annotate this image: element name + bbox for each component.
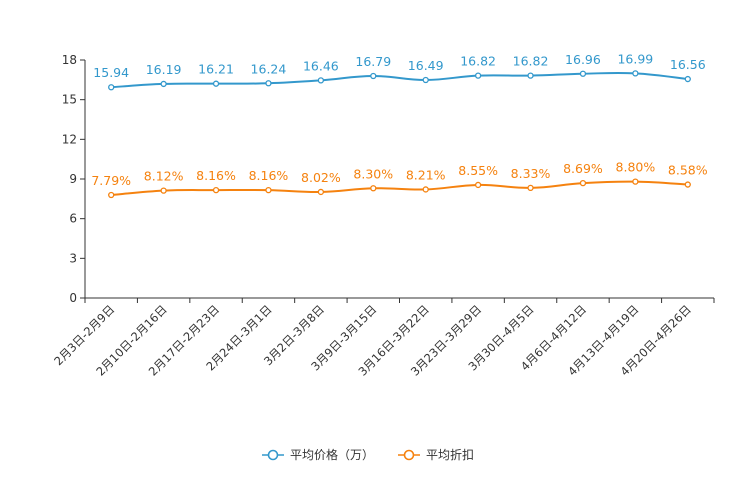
data-label: 16.21 — [198, 62, 234, 77]
data-point[interactable] — [422, 186, 429, 193]
legend-marker-icon — [267, 449, 279, 461]
legend-label: 平均折扣 — [426, 447, 474, 462]
data-point[interactable] — [108, 191, 115, 199]
data-point[interactable] — [317, 188, 325, 196]
data-label: 8.02% — [301, 170, 341, 185]
data-label: 16.82 — [460, 54, 496, 69]
series-line — [111, 71, 688, 89]
data-label: 15.94 — [93, 65, 129, 80]
axes: 03691215182月3日-2月9日2月10日-2月16日2月17日-2月23… — [51, 53, 715, 379]
legend-marker-icon — [403, 449, 415, 461]
data-label: 8.16% — [196, 168, 236, 183]
data-point[interactable] — [632, 178, 639, 185]
data-label: 8.30% — [353, 166, 393, 181]
y-tick-label: 15 — [62, 93, 77, 107]
data-label: 8.12% — [144, 169, 184, 184]
data-point[interactable] — [474, 181, 482, 189]
data-label: 16.79 — [355, 54, 391, 69]
data-label: 16.99 — [617, 51, 653, 66]
data-point[interactable] — [684, 181, 691, 188]
data-point[interactable] — [579, 179, 587, 187]
data-point[interactable] — [632, 70, 639, 77]
data-label: 7.79% — [91, 173, 131, 188]
data-point[interactable] — [370, 72, 377, 80]
data-label: 16.24 — [251, 61, 287, 76]
data-point[interactable] — [212, 80, 220, 87]
y-tick-label: 6 — [69, 212, 77, 226]
data-point[interactable] — [422, 76, 429, 84]
data-point[interactable] — [474, 72, 482, 79]
legend-item-2[interactable]: 平均折扣 — [398, 447, 474, 462]
data-point[interactable] — [684, 75, 691, 83]
data-label: 8.80% — [616, 160, 656, 175]
series-line — [111, 180, 688, 196]
data-point[interactable] — [265, 186, 272, 194]
data-label: 16.96 — [565, 52, 601, 67]
data-point[interactable] — [108, 84, 115, 91]
series-1: 15.94 16.19 16.21 16.24 16.46 16.79 16.49 16.82… — [93, 51, 706, 91]
legend-item-1[interactable]: 平均价格（万） — [262, 447, 374, 462]
data-label: 16.82 — [513, 54, 549, 69]
y-tick-label: 12 — [62, 132, 77, 146]
data-label: 8.33% — [511, 166, 551, 181]
data-label: 8.69% — [563, 161, 603, 176]
data-label: 8.21% — [406, 167, 446, 182]
y-tick-label: 3 — [69, 251, 77, 265]
y-tick-label: 0 — [69, 291, 77, 305]
legend-label: 平均价格（万） — [290, 447, 374, 462]
data-label: 16.56 — [670, 57, 706, 72]
data-label: 8.16% — [249, 168, 289, 183]
data-point[interactable] — [317, 77, 325, 84]
data-point[interactable] — [579, 70, 587, 77]
data-point[interactable] — [265, 80, 272, 87]
y-tick-label: 9 — [69, 172, 77, 186]
data-label: 16.46 — [303, 58, 339, 73]
data-label: 8.55% — [458, 163, 498, 178]
data-label: 16.19 — [146, 62, 182, 77]
data-point[interactable] — [212, 186, 220, 194]
data-label: 8.58% — [668, 163, 708, 178]
data-point[interactable] — [527, 184, 534, 192]
series-layer: 15.94 16.19 16.21 16.24 16.46 16.79 16.49 16.82… — [91, 51, 708, 199]
series-2: 7.79% 8.12% 8.16% 8.16% 8.02% 8.30% 8.21% 8.55%… — [91, 160, 708, 199]
legend[interactable]: 平均价格（万） 平均折扣 — [262, 447, 474, 462]
data-point[interactable] — [527, 72, 534, 79]
data-label: 16.49 — [408, 58, 444, 73]
data-point[interactable] — [160, 80, 167, 88]
y-tick-label: 18 — [62, 53, 77, 67]
data-point[interactable] — [160, 187, 167, 194]
data-point[interactable] — [370, 185, 377, 192]
